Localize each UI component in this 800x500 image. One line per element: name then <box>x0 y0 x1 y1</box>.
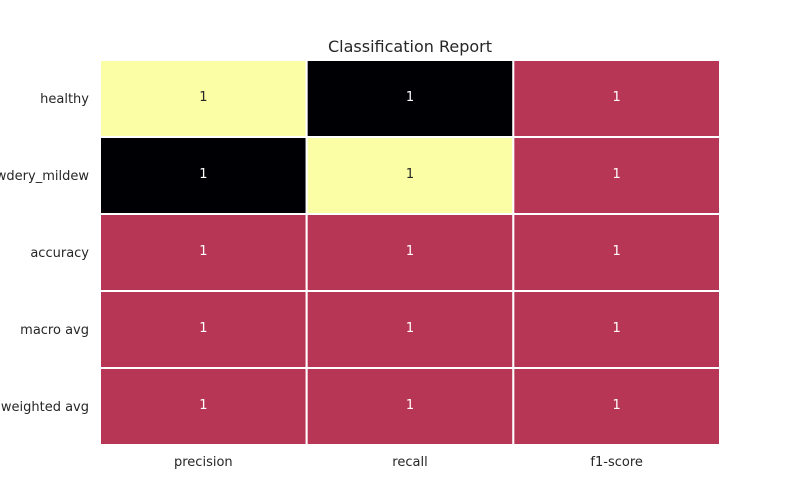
cell-value-label: 1 <box>199 398 207 413</box>
heatmap-cell <box>99 290 308 369</box>
y-axis-tick-labels: healthy powdery_mildew accuracy macro avg we… <box>0 92 89 415</box>
x-tick-label: f1-score <box>590 455 642 470</box>
y-tick-label: macro avg <box>20 323 89 338</box>
cell-value-label: 1 <box>199 321 207 336</box>
cell-value-label: 1 <box>613 90 621 105</box>
cell-value-label: 1 <box>199 167 207 182</box>
cell-value-label: 1 <box>406 321 414 336</box>
heatmap-cell <box>512 59 721 138</box>
y-tick-label: weighted avg <box>1 400 89 415</box>
x-tick-label: precision <box>174 455 233 470</box>
heatmap-cell <box>512 367 721 446</box>
chart-title: Classification Report <box>328 37 492 56</box>
y-tick-label: accuracy <box>30 246 89 261</box>
cell-value-label: 1 <box>613 321 621 336</box>
heatmap-cell <box>305 213 515 292</box>
cell-value-label: 1 <box>199 90 207 105</box>
heatmap-cell <box>305 367 515 446</box>
y-tick-label: healthy <box>40 92 89 107</box>
heatmap-cell <box>512 290 721 369</box>
heatmap-cell <box>512 136 721 215</box>
heatmap-cell-labels: 1 1 1 1 1 1 1 1 1 1 1 1 1 1 1 <box>199 90 621 413</box>
cell-value-label: 1 <box>199 244 207 259</box>
cell-value-label: 1 <box>406 398 414 413</box>
x-tick-label: recall <box>392 455 427 470</box>
cell-value-label: 1 <box>613 398 621 413</box>
cell-value-label: 1 <box>406 167 414 182</box>
heatmap-cell <box>99 367 308 446</box>
cell-value-label: 1 <box>406 90 414 105</box>
heatmap-cells <box>99 59 721 446</box>
y-tick-label: powdery_mildew <box>0 169 89 184</box>
x-axis-tick-labels: precision recall f1-score <box>174 455 643 470</box>
cell-value-label: 1 <box>613 244 621 259</box>
heatmap-cell <box>99 59 308 138</box>
heatmap-cell <box>305 59 515 138</box>
cell-value-label: 1 <box>613 167 621 182</box>
cell-value-label: 1 <box>406 244 414 259</box>
